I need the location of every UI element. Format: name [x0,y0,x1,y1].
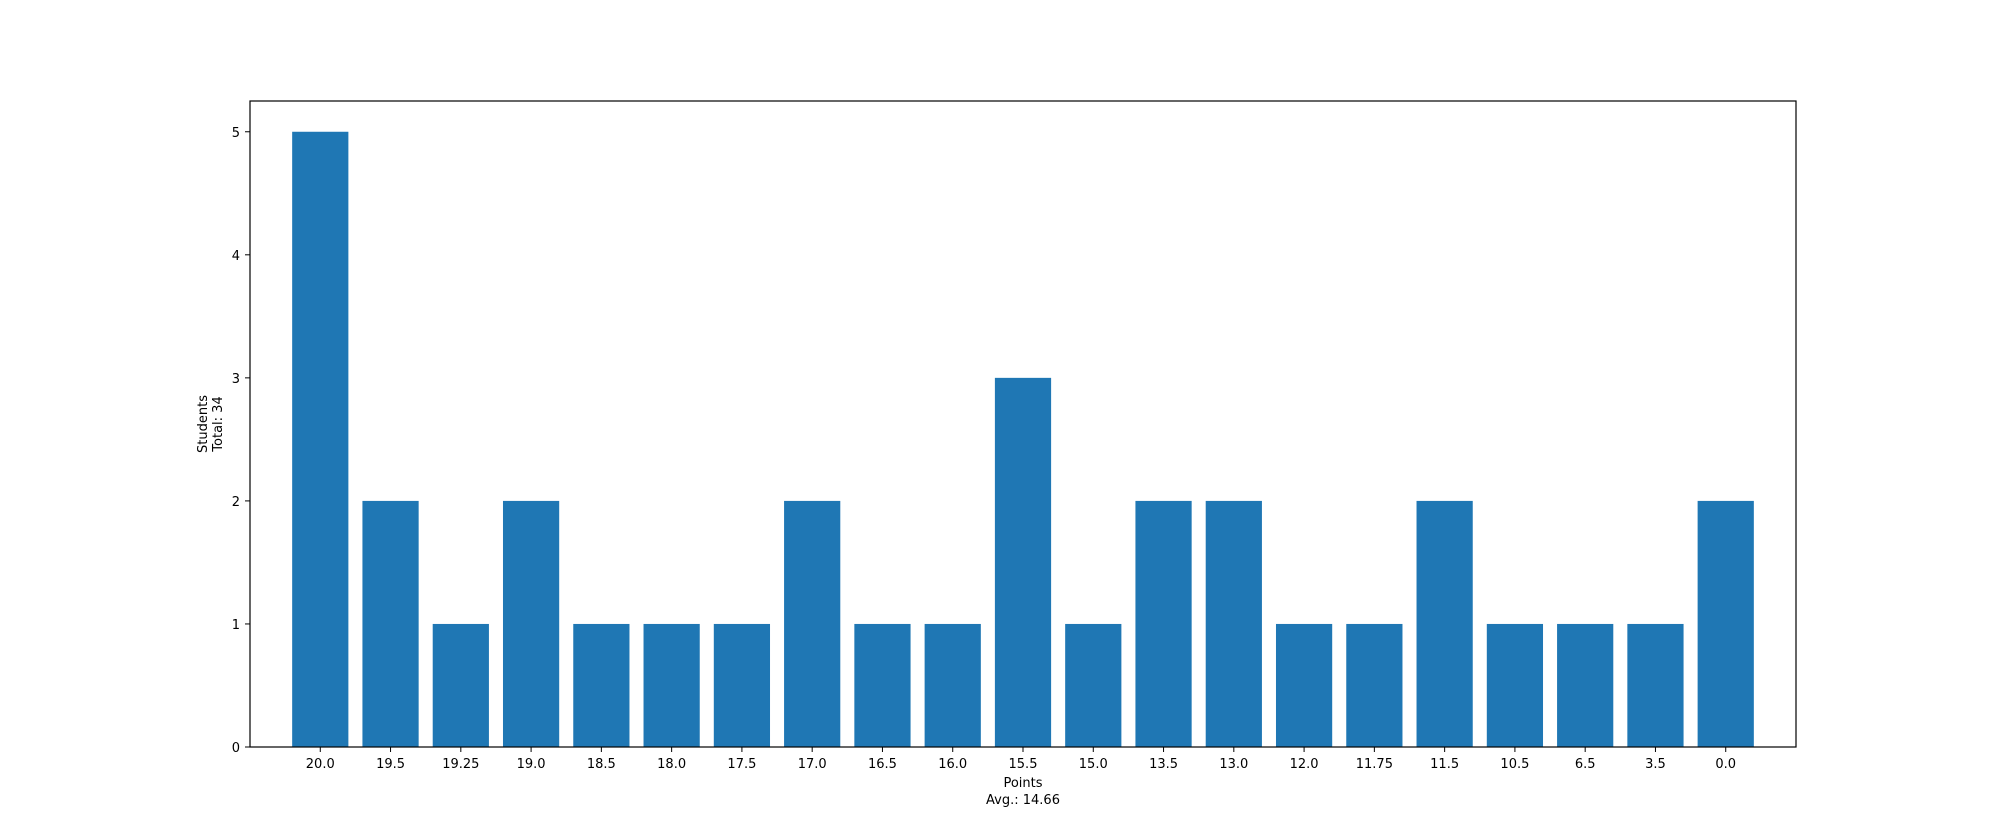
x-tick-label: 13.0 [1219,757,1248,772]
x-tick-label: 3.5 [1645,757,1666,772]
y-tick-label: 2 [232,495,240,510]
y-axis-label: Students [196,395,211,453]
bar-17.5 [713,623,771,747]
plot-area-frame [249,100,1797,748]
y-tick-label: 4 [232,249,240,264]
bar-19.5 [362,500,419,747]
x-tick-label: 16.5 [868,757,897,772]
x-tick-label: 19.0 [517,757,546,772]
bar-16.5 [854,623,911,747]
bar-13.0 [1205,500,1262,747]
bar-18.5 [573,623,630,747]
bar-11.75 [1346,623,1403,747]
x-tick-label: 18.5 [587,757,616,772]
bar-13.5 [1135,500,1192,747]
x-tick-label: 13.5 [1149,757,1178,772]
x-tick-label: 6.5 [1575,757,1596,772]
x-tick-label: 12.0 [1290,757,1319,772]
bar-17.0 [784,500,841,747]
y-tick-label: 5 [232,126,240,141]
bar-3.5 [1627,623,1684,747]
x-tick-label: 16.0 [938,757,967,772]
x-tick-label: 19.25 [442,757,479,772]
x-tick-label: 15.0 [1079,757,1108,772]
x-tick-label: 20.0 [306,757,335,772]
y-axis-sublabel: Total: 34 [211,396,226,452]
x-tick-label: 11.75 [1356,757,1393,772]
x-tick-label: 10.5 [1500,757,1529,772]
bar-15.0 [1065,623,1122,747]
x-tick-label: 11.5 [1430,757,1459,772]
y-tick-label: 1 [232,618,240,633]
x-axis-label: Points [1003,776,1042,791]
x-axis-ticks: 20.0 19.5 19.25 19.0 18.5 18.0 17.5 17.0 16.5 16.… [306,747,1736,772]
bar-0.0 [1697,500,1754,747]
bar-20.0 [292,131,349,747]
bar-18.0 [643,623,700,747]
bar-16.0 [924,623,981,747]
bar-11.5 [1416,500,1473,747]
bar-6.5 [1557,623,1614,747]
x-axis-sublabel: Avg.: 14.66 [986,793,1060,808]
bar-12.0 [1275,623,1333,747]
x-tick-label: 15.5 [1009,757,1038,772]
x-tick-label: 17.0 [798,757,827,772]
y-tick-label: 3 [232,372,240,387]
y-axis-ticks: 0 1 2 3 4 5 [232,126,250,756]
x-tick-label: 18.0 [657,757,686,772]
x-tick-label: 0.0 [1715,757,1736,772]
y-tick-label: 0 [232,741,240,756]
bar-19.0 [502,500,560,747]
bar-10.5 [1486,623,1544,747]
bars-group [292,131,1754,747]
bar-19.25 [432,623,489,747]
x-tick-label: 17.5 [727,757,756,772]
bar-15.5 [994,377,1052,747]
x-tick-label: 19.5 [376,757,405,772]
